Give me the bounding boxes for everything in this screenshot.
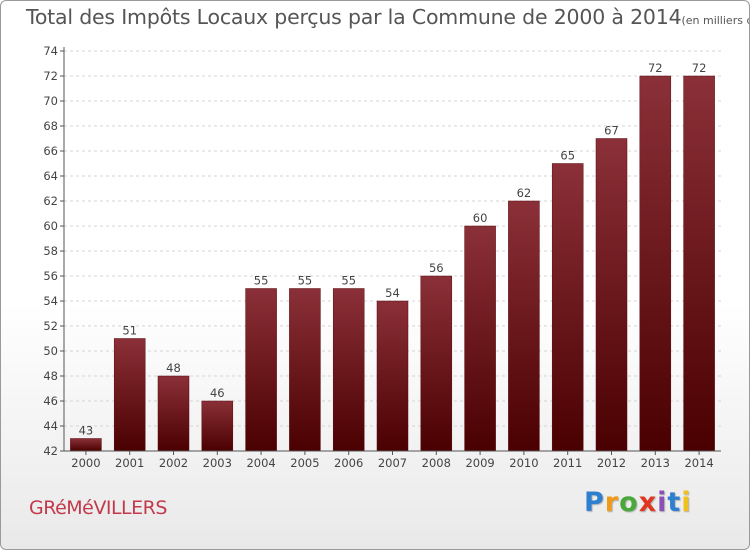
x-tick-label-2004: 2004: [246, 456, 275, 470]
x-tick-label-2001: 2001: [115, 456, 144, 470]
bar-2006: [332, 288, 365, 452]
logo-letter: o: [619, 487, 639, 518]
logo-letter: t: [667, 487, 682, 518]
data-label-2014: 72: [692, 61, 707, 75]
bar-2013: [639, 75, 672, 452]
y-tick-label: 54: [43, 294, 58, 308]
y-tick-label: 42: [43, 444, 58, 458]
bar-2000: [70, 438, 102, 452]
x-tick-label-2007: 2007: [378, 456, 407, 470]
data-label-2001: 51: [122, 324, 137, 338]
bar-2009: [464, 225, 496, 452]
y-tick-label: 46: [43, 394, 58, 408]
chart-unit: (en milliers d'€): [681, 14, 749, 27]
y-tick-label: 50: [43, 344, 58, 358]
data-label-2005: 55: [298, 274, 313, 288]
commune-name: GRéMéVILLERS: [29, 497, 167, 519]
data-label-2007: 54: [385, 286, 400, 300]
logo-letter: x: [638, 487, 658, 518]
x-tick-label-2000: 2000: [71, 456, 100, 470]
data-label-2012: 67: [604, 124, 619, 138]
data-label-2004: 55: [254, 274, 269, 288]
bar-2004: [245, 288, 277, 452]
y-tick-label: 60: [43, 219, 58, 233]
data-label-2009: 60: [473, 211, 488, 225]
x-tick-label-2008: 2008: [422, 456, 451, 470]
x-tick-label-2005: 2005: [290, 456, 319, 470]
y-tick-label: 72: [43, 69, 58, 83]
x-tick-label-2012: 2012: [597, 456, 626, 470]
bar-2007: [376, 300, 409, 452]
bar-2014: [683, 75, 715, 452]
bar-2005: [289, 288, 321, 452]
x-tick-label-2002: 2002: [159, 456, 188, 470]
y-tick-label: 56: [43, 269, 58, 283]
x-tick-label-2011: 2011: [553, 456, 582, 470]
bar-2012: [595, 138, 628, 452]
data-label-2000: 43: [79, 424, 94, 438]
x-tick-label-2014: 2014: [684, 456, 713, 470]
chart-title-text: Total des Impôts Locaux perçus par la Co…: [26, 5, 682, 29]
y-tick-label: 74: [43, 44, 58, 58]
data-label-2003: 46: [210, 386, 225, 400]
bar-2002: [157, 375, 190, 452]
bar-2008: [420, 275, 453, 452]
data-label-2002: 48: [166, 361, 181, 375]
data-label-2013: 72: [648, 61, 663, 75]
x-tick-label-2006: 2006: [334, 456, 363, 470]
x-tick-label-2010: 2010: [509, 456, 538, 470]
y-tick-label: 62: [43, 194, 58, 208]
x-tick-label-2013: 2013: [641, 456, 670, 470]
logo-letter: P: [584, 487, 605, 518]
y-tick-label: 58: [43, 244, 58, 258]
x-tick-label-2003: 2003: [203, 456, 232, 470]
y-tick-label: 68: [43, 119, 58, 133]
data-label-2011: 65: [560, 149, 575, 163]
y-tick-label: 44: [43, 419, 58, 433]
data-label-2010: 62: [517, 186, 532, 200]
y-tick-label: 48: [43, 369, 58, 383]
y-tick-label: 52: [43, 319, 58, 333]
data-label-2006: 55: [341, 274, 356, 288]
logo-letter: i: [657, 487, 668, 518]
y-tick-label: 70: [43, 94, 58, 108]
chart-title: Total des Impôts Locaux perçus par la Co…: [26, 5, 749, 29]
bar-2001: [113, 338, 146, 452]
bar-2011: [551, 163, 584, 452]
logo-letter: r: [604, 487, 620, 518]
bar-2010: [508, 200, 540, 452]
y-tick-label: 66: [43, 144, 58, 158]
logo-letter: i: [681, 487, 692, 518]
x-tick-label-2009: 2009: [465, 456, 494, 470]
proxiti-logo: Proxiti: [584, 487, 694, 527]
y-tick-label: 64: [43, 169, 58, 183]
data-label-2008: 56: [429, 261, 444, 275]
bar-chart: 43 51 48 46 55 55 55 54 56 60 62 65 67 72 72 42 44 46 48 5…: [43, 44, 721, 470]
bar-2003: [201, 400, 234, 452]
